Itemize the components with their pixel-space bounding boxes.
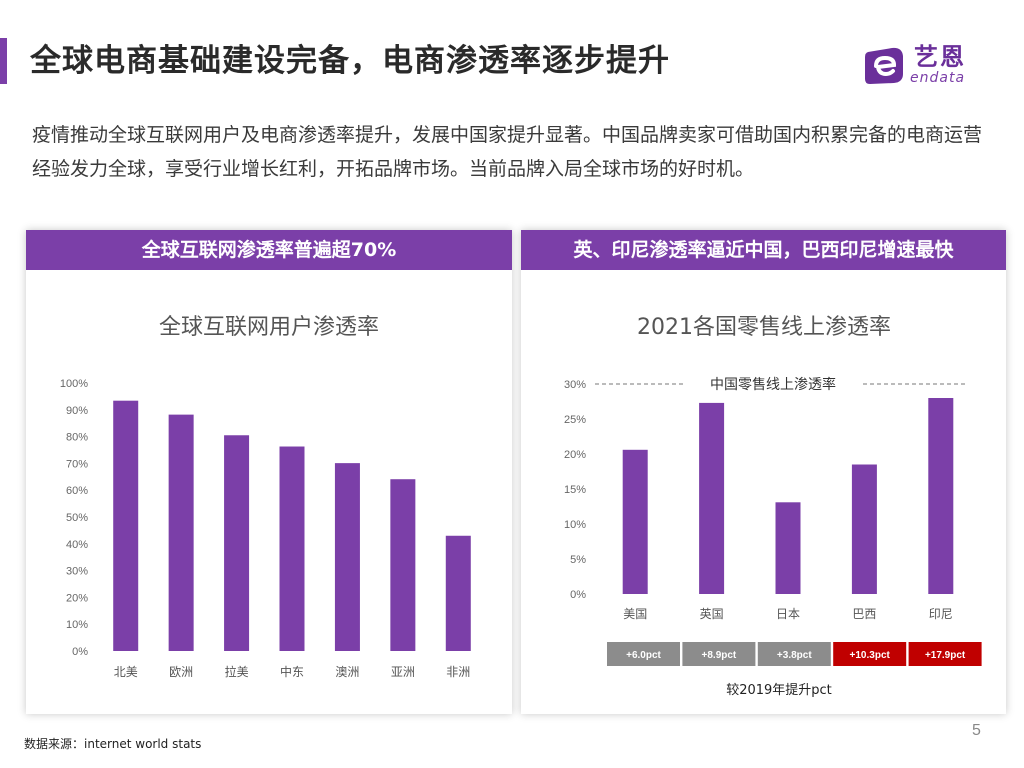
logo-text-cn: 艺恩 xyxy=(914,43,966,71)
bar-3 xyxy=(775,502,801,594)
page-title: 全球电商基础建设完备，电商渗透率逐步提升 xyxy=(30,43,670,79)
bar-5 xyxy=(334,463,360,651)
internet-penetration-panel: 全球互联网渗透率普遍超70% 全球互联网用户渗透率 0% 10% 20% 30% 40% 5… xyxy=(26,230,512,714)
pct-change-cell xyxy=(607,642,680,666)
y-tick-label: 20% xyxy=(564,449,586,461)
y-tick-label: 30% xyxy=(564,379,586,391)
y-tick-label: 80% xyxy=(66,432,88,444)
chart-title: 2021各国零售线上渗透率 xyxy=(637,315,891,340)
chart-title: 全球互联网用户渗透率 xyxy=(159,315,379,340)
endata-logo-icon xyxy=(865,47,903,84)
x-category-label: 欧洲 xyxy=(169,665,193,679)
y-tick-label: 10% xyxy=(564,519,586,531)
left-panel-header: 全球互联网渗透率普遍超70% xyxy=(26,230,512,270)
x-category-label: 中东 xyxy=(280,664,304,679)
y-tick-label: 5% xyxy=(570,554,586,566)
y-tick-label: 100% xyxy=(60,378,88,390)
bar-6 xyxy=(390,479,416,651)
bar-1 xyxy=(113,400,139,651)
y-tick-label: 10% xyxy=(66,619,88,631)
bar-2 xyxy=(699,402,725,594)
pct-change-label: +8.9pct xyxy=(702,650,737,661)
intro-paragraph: 疫情推动全球互联网用户及电商渗透率提升，发展中国家提升显著。中国品牌卖家可借助国… xyxy=(32,124,983,180)
y-tick-label: 0% xyxy=(72,646,88,658)
bar-7 xyxy=(445,535,471,651)
y-tick-label: 25% xyxy=(564,414,586,426)
bar-1 xyxy=(622,449,648,594)
title-accent-bar xyxy=(0,38,7,84)
pct-change-cell xyxy=(833,642,907,666)
y-tick-label: 15% xyxy=(564,484,586,496)
y-tick-label: 0% xyxy=(570,589,586,601)
y-tick-label: 70% xyxy=(66,458,88,470)
y-tick-label: 30% xyxy=(66,566,88,578)
pct-change-label: +3.8pct xyxy=(777,650,812,661)
x-category-label: 印尼 xyxy=(929,607,953,621)
bar-5 xyxy=(928,398,954,594)
logo-text-en: endata xyxy=(910,70,966,86)
retail-online-penetration-panel: 英、印尼渗透率逼近中国，巴西印尼增速最快 2021各国零售线上渗透率 0% 5% 10… xyxy=(521,230,1006,714)
bar-4 xyxy=(851,464,877,594)
internet-penetration-chart: 全球互联网用户渗透率 0% 10% 20% 30% 40% 50% 60% 70% 80% 90% 1… xyxy=(60,315,471,679)
bar-3 xyxy=(224,435,250,651)
x-category-label: 拉美 xyxy=(225,664,249,679)
reference-line-label: 中国零售线上渗透率 xyxy=(710,376,836,393)
bar-4 xyxy=(279,446,305,651)
x-category-label: 英国 xyxy=(700,607,724,621)
y-tick-label: 20% xyxy=(66,592,88,604)
pct-change-label: +17.9pct xyxy=(925,650,966,661)
x-category-label: 日本 xyxy=(776,607,800,621)
pct-change-cell xyxy=(908,642,982,666)
y-tick-label: 50% xyxy=(66,512,88,524)
x-category-label: 北美 xyxy=(114,665,138,679)
x-category-label: 亚洲 xyxy=(391,665,415,679)
pct-change-label: +10.3pct xyxy=(850,650,891,661)
x-category-label: 澳洲 xyxy=(335,665,359,679)
pct-change-caption: 较2019年提升pct xyxy=(726,682,832,698)
y-tick-label: 90% xyxy=(66,405,88,417)
pct-change-cell xyxy=(682,642,756,666)
page-number: 5 xyxy=(972,722,981,739)
retail-online-penetration-chart: 2021各国零售线上渗透率 0% 5% 10% 15% 20% 25% 30% 美国 英国 日本 巴西… xyxy=(564,315,982,698)
data-source-note: 数据来源：internet world stats xyxy=(24,737,202,751)
x-category-label: 美国 xyxy=(623,607,647,621)
pct-change-cell xyxy=(757,642,831,666)
bar-2 xyxy=(168,414,194,651)
right-panel-header: 英、印尼渗透率逼近中国，巴西印尼增速最快 xyxy=(521,230,1006,270)
y-tick-label: 60% xyxy=(66,485,88,497)
pct-change-label: +6.0pct xyxy=(626,650,661,661)
x-category-label: 巴西 xyxy=(852,607,876,621)
y-tick-label: 40% xyxy=(66,539,88,551)
endata-logo: 艺恩 endata xyxy=(862,42,992,92)
x-category-label: 非洲 xyxy=(446,665,470,679)
